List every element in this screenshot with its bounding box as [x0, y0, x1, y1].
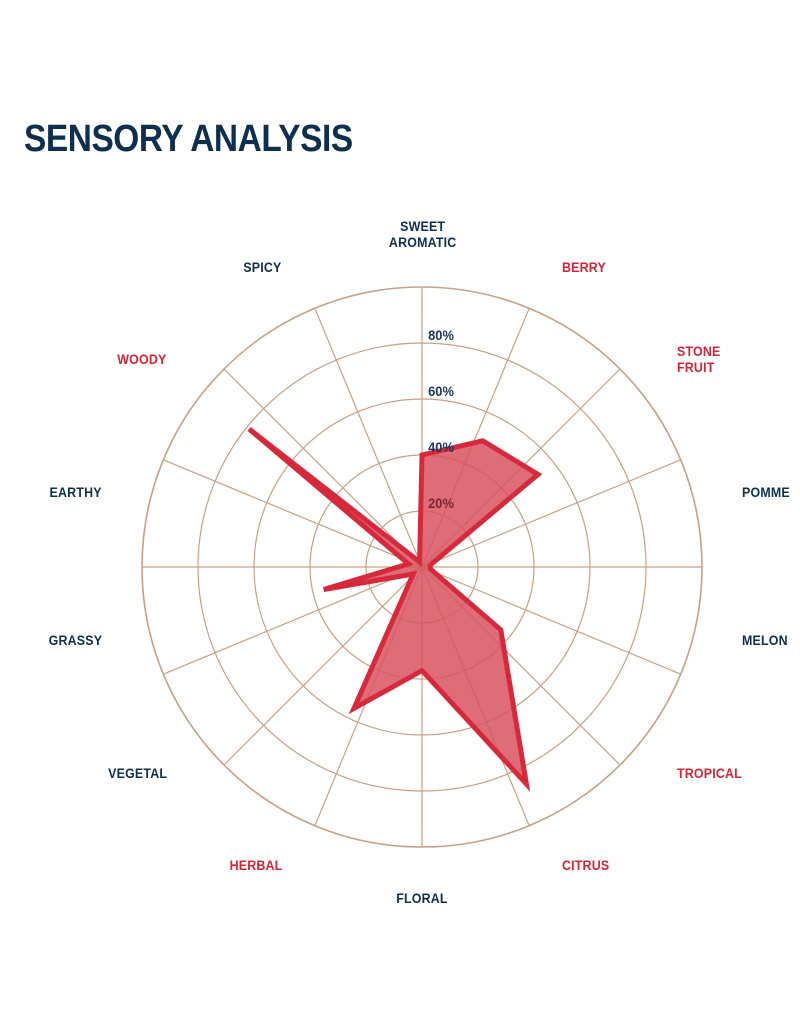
axis-label-herbal: HERBAL — [229, 858, 283, 873]
axis-label-woody: WOODY — [117, 352, 167, 367]
radial-tick-80: 80% — [428, 327, 454, 343]
grid-spoke-15 — [314, 308, 423, 568]
radial-tick-20: 20% — [428, 495, 454, 511]
axis-label-citrus: CITRUS — [562, 858, 610, 873]
radial-tick-60: 60% — [428, 383, 454, 399]
axis-label-pomme: POMME — [742, 485, 790, 500]
series-polygon — [247, 427, 543, 792]
radial-tick-40: 40% — [428, 439, 454, 455]
series-layer — [247, 427, 543, 792]
axis-label-vegetal: VEGETAL — [108, 766, 168, 781]
axis-label-earthy: EARTHY — [49, 485, 102, 500]
grid-spoke-5 — [421, 566, 681, 675]
grid-spoke-14 — [223, 368, 423, 568]
grid-spoke-11 — [163, 566, 423, 675]
axis-label-tropical: TROPICAL — [677, 766, 742, 781]
axis-label-sweet-aromatic: SWEET AROMATIC — [388, 219, 457, 250]
axis-label-floral: FLORAL — [396, 891, 448, 906]
grid-spoke-10 — [223, 566, 423, 766]
grid-spoke-13 — [163, 459, 423, 568]
axis-label-melon: MELON — [742, 633, 788, 648]
grid-spoke-3 — [421, 459, 681, 568]
axis-label-berry: BERRY — [562, 260, 606, 275]
axis-label-grassy: GRASSY — [48, 633, 103, 648]
page-title: SENSORY ANALYSIS — [24, 118, 353, 160]
axis-label-spicy: SPICY — [243, 260, 282, 275]
axis-label-stone-fruit: STONE FRUIT — [677, 344, 721, 375]
